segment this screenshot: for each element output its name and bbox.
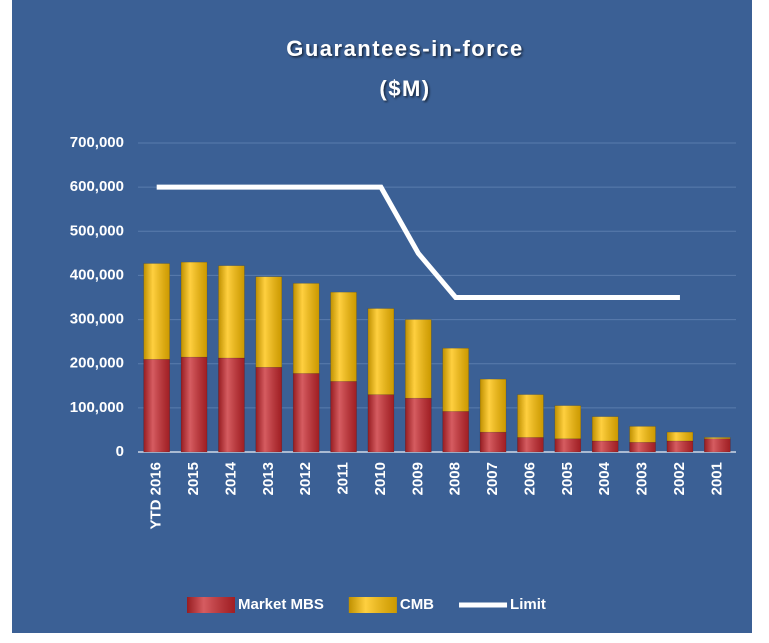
- bar-gloss: [629, 442, 656, 452]
- legend-label: Limit: [510, 596, 546, 613]
- x-tick-label: 2007: [484, 462, 501, 495]
- bar-gloss: [255, 367, 282, 452]
- chart-title: Guarantees-in-force: [286, 36, 524, 61]
- chart-subtitle: ($M): [379, 76, 430, 101]
- y-tick-label: 500,000: [70, 222, 124, 239]
- x-tick-label: 2005: [559, 462, 576, 495]
- x-tick-label: 2008: [447, 462, 464, 495]
- bar-gloss: [293, 373, 320, 452]
- bar-gloss: [367, 308, 394, 395]
- y-tick-label: 0: [116, 443, 124, 460]
- bar-gloss: [330, 292, 357, 382]
- line-series: [156, 184, 680, 300]
- bar-gloss: [255, 276, 282, 368]
- x-tick-label: 2015: [185, 462, 202, 495]
- x-tick-label: 2002: [671, 462, 688, 495]
- x-tick-label: 2001: [708, 462, 725, 495]
- y-tick-label: 200,000: [70, 355, 124, 372]
- legend-gloss: [187, 597, 235, 613]
- bar-gloss: [629, 426, 656, 443]
- bar-gloss: [554, 438, 581, 452]
- y-tick-label: 700,000: [70, 134, 124, 151]
- bar-gloss: [592, 440, 619, 452]
- x-tick-label: 2010: [372, 462, 389, 495]
- legend-gloss: [348, 597, 397, 613]
- x-tick-label: YTD 2016: [148, 462, 165, 530]
- bar-gloss: [666, 440, 693, 452]
- bar-gloss: [517, 437, 544, 452]
- bar-gloss: [367, 394, 394, 452]
- x-tick-label: 2012: [297, 462, 314, 495]
- bar-gloss: [517, 394, 544, 438]
- bar-gloss: [218, 265, 245, 358]
- y-tick-label: 100,000: [70, 399, 124, 416]
- bar-gloss: [143, 263, 170, 360]
- y-tick-label: 400,000: [70, 266, 124, 283]
- x-tick-label: 2011: [335, 462, 352, 495]
- bar-gloss: [405, 398, 432, 452]
- bar-gloss: [666, 432, 693, 441]
- bar-gloss: [218, 357, 245, 452]
- bar-gloss: [704, 437, 731, 439]
- bar-gloss: [330, 381, 357, 452]
- x-tick-label: 2014: [222, 461, 239, 495]
- bar-gloss: [442, 411, 469, 452]
- x-tick-label: 2004: [596, 461, 613, 495]
- legend-label: Market MBS: [238, 596, 324, 613]
- bar-gloss: [704, 438, 731, 452]
- y-tick-label: 600,000: [70, 178, 124, 195]
- legend-label: CMB: [400, 596, 434, 613]
- bar-gloss: [181, 357, 208, 452]
- bar-gloss: [181, 262, 208, 358]
- bar-gloss: [405, 319, 432, 399]
- bar-gloss: [143, 359, 170, 452]
- x-tick-label: 2006: [521, 462, 538, 495]
- bar-gloss: [480, 432, 507, 452]
- bar-gloss: [480, 379, 507, 433]
- bar-gloss: [293, 283, 320, 374]
- bar-gloss: [592, 416, 619, 441]
- bar-gloss: [442, 348, 469, 412]
- y-tick-label: 300,000: [70, 311, 124, 328]
- x-tick-label: 2003: [634, 462, 651, 495]
- x-tick-label: 2013: [260, 462, 277, 495]
- x-tick-label: 2009: [409, 462, 426, 495]
- bar-gloss: [554, 405, 581, 439]
